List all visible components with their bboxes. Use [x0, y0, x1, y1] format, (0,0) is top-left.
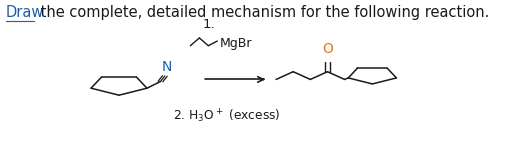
Text: 1.: 1. [203, 18, 215, 31]
Text: 2. H$_3$O$^+$ (excess): 2. H$_3$O$^+$ (excess) [173, 107, 281, 125]
Text: N: N [162, 60, 172, 74]
Text: the complete, detailed mechanism for the following reaction.: the complete, detailed mechanism for the… [36, 5, 489, 20]
Text: MgBr: MgBr [219, 37, 252, 50]
Text: Draw: Draw [6, 5, 44, 20]
Text: O: O [322, 42, 333, 56]
